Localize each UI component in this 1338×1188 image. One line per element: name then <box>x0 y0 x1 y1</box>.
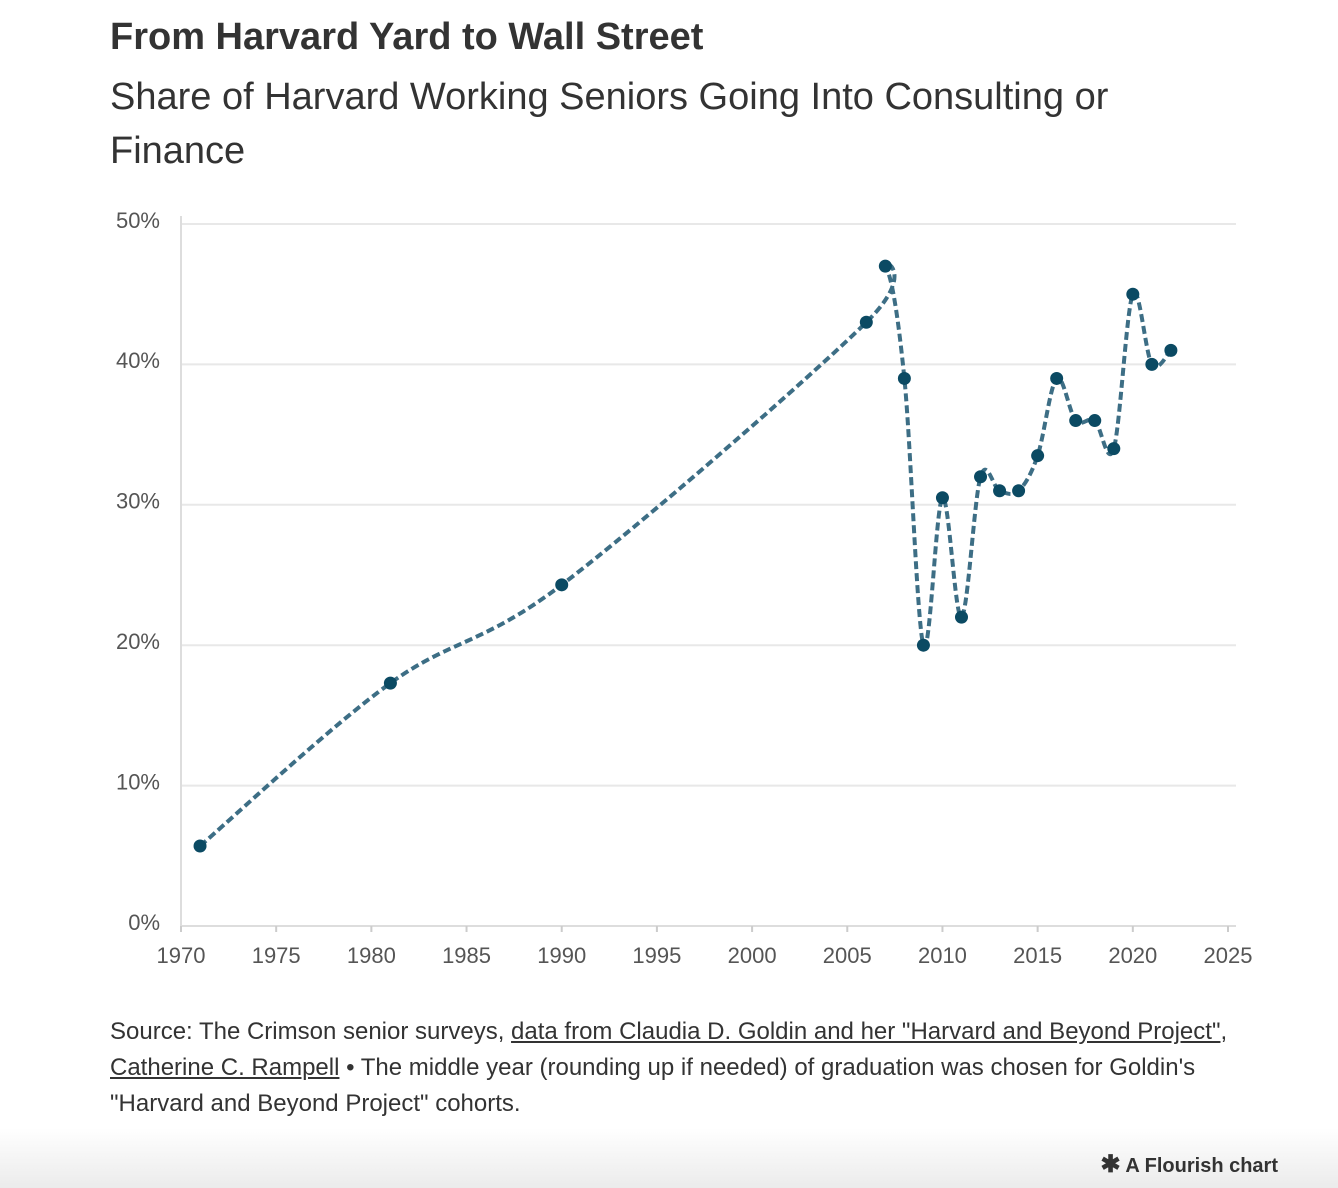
source-note: Source: The Crimson senior surveys, data… <box>110 1014 1260 1122</box>
point <box>1050 371 1064 385</box>
point <box>383 676 397 690</box>
point <box>1088 414 1102 428</box>
x-tick-label: 2020 <box>1108 943 1157 968</box>
x-tick-label: 1975 <box>252 943 301 968</box>
point <box>555 578 569 592</box>
x-tick-label: 1995 <box>632 943 681 968</box>
point <box>897 371 911 385</box>
point <box>916 638 930 652</box>
chart-subtitle: Share of Harvard Working Seniors Going I… <box>110 76 1109 172</box>
source-link[interactable]: data from Claudia D. Goldin and her "Har… <box>511 1018 1221 1045</box>
y-tick-label: 40% <box>116 348 160 373</box>
line <box>198 261 1173 848</box>
chart: 0% 10% 20% 30% 40% 50% 1970 1975 1980 1985 1990 199… <box>116 208 1253 968</box>
point <box>974 470 988 484</box>
x-tick-label: 2000 <box>728 943 777 968</box>
y-tick-label: 20% <box>116 629 160 654</box>
source-link[interactable]: Catherine C. Rampell <box>110 1054 340 1081</box>
x-tick-label: 1990 <box>537 943 586 968</box>
point <box>859 315 873 329</box>
point <box>193 839 207 853</box>
flourish-credit[interactable]: ✱ A Flourish chart <box>1100 1150 1278 1179</box>
chart-title: From Harvard Yard to Wall Street <box>110 16 704 58</box>
source-text: • The middle year (rounding up if needed… <box>110 1054 1196 1117</box>
point <box>1107 442 1121 456</box>
point <box>878 259 892 273</box>
point <box>1126 287 1140 301</box>
x-tick-label: 1980 <box>347 943 396 968</box>
x-tick-label: 2005 <box>823 943 872 968</box>
x-tick-label: 2015 <box>1013 943 1062 968</box>
point <box>1031 449 1045 463</box>
point <box>935 491 949 505</box>
source-text: Source: The Crimson senior surveys, <box>110 1018 512 1045</box>
point <box>1164 343 1178 357</box>
point <box>954 610 968 624</box>
point <box>993 484 1007 498</box>
source-text: , <box>1220 1018 1228 1045</box>
x-tick-label: 2025 <box>1204 943 1253 968</box>
y-tick-label: 0% <box>128 910 160 935</box>
footer-band <box>0 1128 1338 1188</box>
x-tick-label: 1970 <box>157 943 206 968</box>
point <box>1069 414 1083 428</box>
point <box>1145 357 1159 371</box>
y-tick-label: 30% <box>116 489 160 514</box>
x-tick-label: 2010 <box>918 943 967 968</box>
x-tick-label: 1985 <box>442 943 491 968</box>
point <box>1012 484 1026 498</box>
y-tick-label: 10% <box>116 769 160 794</box>
asterisk-icon: ✱ <box>1100 1151 1121 1178</box>
y-tick-label: 50% <box>116 208 160 233</box>
credit-text[interactable]: A Flourish chart <box>1125 1155 1278 1177</box>
